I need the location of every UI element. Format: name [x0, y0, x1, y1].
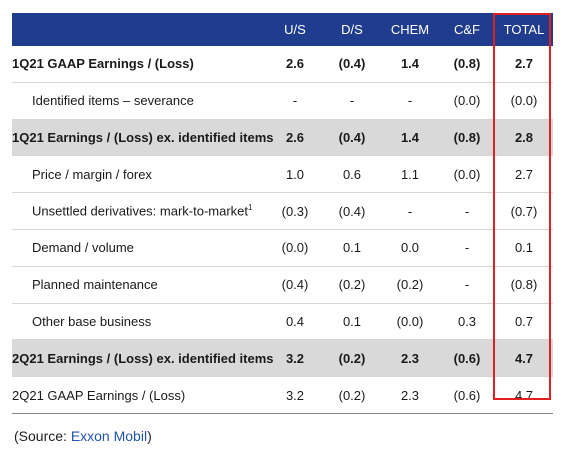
cell-ds: -	[349, 93, 355, 109]
cell-ds: (0.2)	[338, 350, 366, 366]
cell-cf: -	[464, 240, 470, 256]
cell-chem: 1.1	[400, 166, 420, 182]
table-row: Price / margin / forex 1.0 0.6 1.1 (0.0)…	[12, 156, 553, 194]
cell-chem: 1.4	[400, 129, 420, 145]
cell-us: (0.4)	[281, 277, 309, 293]
table-row: 2Q21 GAAP Earnings / (Loss) 3.2 (0.2) 2.…	[12, 377, 553, 414]
cell-ds: (0.2)	[338, 277, 366, 293]
cell-cf: 0.3	[457, 313, 477, 329]
cell-chem: -	[407, 93, 413, 109]
cell-cf: (0.0)	[453, 93, 481, 109]
cell-ds: 0.1	[342, 313, 362, 329]
cell-total: 0.1	[514, 240, 534, 256]
row-label-text: Unsettled derivatives: mark-to-market	[32, 203, 249, 219]
cell-ds: 0.6	[342, 166, 362, 182]
cell-chem: 2.3	[400, 387, 420, 403]
footnote-marker: 1	[248, 203, 253, 213]
row-label: 2Q21 Earnings / (Loss) ex. identified it…	[12, 350, 274, 366]
table-row: Planned maintenance (0.4) (0.2) (0.2) - …	[12, 266, 553, 304]
row-label: 2Q21 GAAP Earnings / (Loss)	[12, 387, 186, 403]
cell-chem: -	[407, 203, 413, 219]
cell-cf: (0.6)	[453, 387, 481, 403]
source-link[interactable]: Exxon Mobil	[70, 428, 148, 444]
cell-us: 3.2	[285, 350, 305, 366]
cell-cf: (0.8)	[453, 129, 481, 145]
table-header-row: U/S D/S CHEM C&F TOTAL	[12, 13, 553, 46]
cell-us: 2.6	[285, 56, 305, 72]
cell-total: 4.7	[514, 350, 534, 366]
cell-us: 1.0	[285, 166, 305, 182]
table-row: Other base business 0.4 0.1 (0.0) 0.3 0.…	[12, 303, 553, 341]
cell-total: 2.7	[514, 56, 534, 72]
cell-cf: -	[464, 203, 470, 219]
cell-total: (0.7)	[510, 203, 538, 219]
cell-ds: (0.4)	[338, 129, 366, 145]
cell-chem: 0.0	[400, 240, 420, 256]
cell-cf: -	[464, 277, 470, 293]
earnings-table: U/S D/S CHEM C&F TOTAL 1Q21 GAAP Earning…	[12, 13, 553, 414]
cell-ds: (0.4)	[338, 203, 366, 219]
table-row: Identified items – severance - - - (0.0)…	[12, 82, 553, 120]
row-label: Other base business	[32, 313, 152, 329]
source-note: (Source: Exxon Mobil)	[14, 428, 152, 444]
cell-total: 0.7	[514, 313, 534, 329]
cell-ds: (0.2)	[338, 387, 366, 403]
cell-us: 2.6	[285, 129, 305, 145]
cell-ds: 0.1	[342, 240, 362, 256]
row-label: Demand / volume	[32, 240, 134, 256]
cell-us: 0.4	[285, 313, 305, 329]
cell-chem: (0.0)	[396, 313, 424, 329]
header-ds: D/S	[341, 22, 363, 37]
cell-cf: (0.0)	[453, 166, 481, 182]
cell-us: (0.0)	[281, 240, 309, 256]
cell-total: 2.7	[514, 166, 534, 182]
cell-chem: 1.4	[400, 56, 420, 72]
table-row: Demand / volume (0.0) 0.1 0.0 - 0.1	[12, 229, 553, 267]
row-label: 1Q21 Earnings / (Loss) ex. identified it…	[12, 129, 274, 145]
table-row: 1Q21 GAAP Earnings / (Loss) 2.6 (0.4) 1.…	[12, 46, 553, 83]
cell-us: (0.3)	[281, 203, 309, 219]
cell-chem: 2.3	[400, 350, 420, 366]
cell-total: 4.7	[514, 387, 534, 403]
table-row: Unsettled derivatives: mark-to-market1 (…	[12, 193, 553, 230]
cell-ds: (0.4)	[338, 56, 366, 72]
cell-us: -	[292, 93, 298, 109]
header-chem: CHEM	[390, 22, 430, 37]
row-label: Unsettled derivatives: mark-to-market1	[12, 203, 267, 218]
table-row: 2Q21 Earnings / (Loss) ex. identified it…	[12, 340, 553, 378]
header-total: TOTAL	[503, 22, 545, 37]
source-prefix: (Source:	[14, 428, 71, 444]
cell-cf: (0.6)	[453, 350, 481, 366]
row-label: 1Q21 GAAP Earnings / (Loss)	[12, 56, 194, 72]
cell-us: 3.2	[285, 387, 305, 403]
row-label: Price / margin / forex	[32, 166, 152, 182]
row-label: Planned maintenance	[32, 277, 158, 293]
header-cf: C&F	[454, 22, 480, 37]
table-row: 1Q21 Earnings / (Loss) ex. identified it…	[12, 119, 553, 157]
cell-total: (0.0)	[510, 93, 538, 109]
source-suffix: )	[147, 428, 152, 444]
cell-total: (0.8)	[510, 277, 538, 293]
header-us: U/S	[284, 22, 306, 37]
cell-cf: (0.8)	[453, 56, 481, 72]
cell-chem: (0.2)	[396, 277, 424, 293]
row-label: Identified items – severance	[32, 93, 194, 109]
cell-total: 2.8	[514, 129, 534, 145]
